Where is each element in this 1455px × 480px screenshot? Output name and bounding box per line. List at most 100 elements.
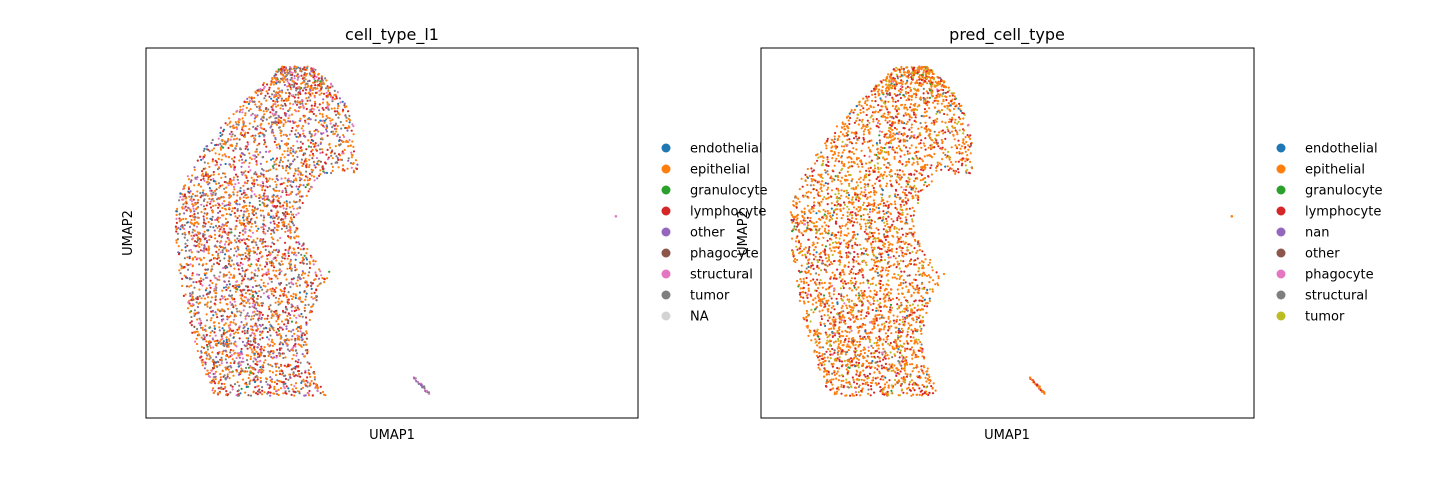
scatter-point (277, 221, 280, 224)
scatter-point (253, 96, 256, 99)
scatter-point (941, 120, 944, 123)
scatter-point (262, 245, 265, 248)
scatter-point (843, 341, 846, 344)
scatter-point (341, 152, 344, 155)
scatter-point (233, 361, 236, 365)
scatter-point (894, 383, 897, 386)
scatter-point (280, 99, 283, 102)
scatter-point (212, 147, 215, 150)
scatter-point (314, 84, 317, 87)
scatter-point (866, 140, 869, 144)
scatter-point (235, 126, 238, 129)
scatter-point (254, 362, 257, 366)
scatter-point (232, 168, 236, 171)
scatter-point (283, 241, 287, 244)
scatter-point (242, 121, 245, 124)
scatter-point (243, 370, 246, 373)
scatter-point (231, 144, 234, 148)
scatter-point (905, 92, 908, 95)
scatter-point (872, 376, 875, 379)
scatter-point (318, 93, 321, 96)
scatter-point (259, 295, 262, 299)
scatter-point (210, 198, 213, 201)
scatter-point (305, 194, 308, 197)
scatter-point (191, 258, 194, 261)
scatter-point (273, 266, 276, 269)
scatter-point (321, 79, 324, 82)
scatter-point (352, 125, 355, 128)
scatter-point (209, 331, 212, 334)
scatter-point (232, 306, 235, 309)
scatter-point (285, 99, 288, 102)
scatter-point (244, 131, 247, 134)
scatter-point (287, 172, 290, 175)
scatter-point (269, 168, 272, 171)
scatter-point (206, 305, 209, 308)
scatter-point (272, 220, 275, 223)
scatter-point (251, 325, 254, 328)
scatter-point (206, 348, 209, 351)
scatter-point (200, 322, 203, 325)
scatter-point (269, 115, 272, 118)
scatter-point (280, 347, 283, 350)
scatter-point (233, 188, 236, 191)
scatter-point (218, 391, 221, 394)
scatter-point (196, 327, 199, 331)
scatter-point (916, 163, 919, 166)
scatter-point (175, 210, 178, 213)
scatter-point (288, 246, 291, 250)
scatter-point (842, 282, 845, 285)
scatter-point (314, 132, 317, 135)
scatter-point (241, 299, 244, 302)
scatter-point (291, 205, 294, 208)
scatter-point (242, 216, 245, 219)
scatter-point (284, 91, 287, 95)
scatter-point (274, 136, 277, 139)
scatter-point (337, 104, 340, 107)
scatter-point (862, 213, 865, 217)
scatter-point (253, 137, 256, 140)
scatter-point (244, 255, 247, 258)
scatter-point (240, 311, 243, 314)
scatter-point (253, 348, 256, 351)
scatter-point (260, 345, 263, 348)
scatter-point (277, 216, 280, 219)
scatter-point (241, 269, 244, 272)
scatter-point (251, 208, 254, 211)
scatter-point (233, 247, 236, 250)
scatter-point (953, 95, 956, 98)
scatter-point (267, 350, 270, 353)
scatter-point (202, 334, 205, 337)
scatter-point (259, 380, 262, 384)
scatter-point (189, 321, 192, 324)
scatter-point (248, 373, 251, 376)
scatter-point (277, 197, 280, 200)
scatter-point (224, 162, 227, 166)
scatter-point (935, 112, 938, 115)
scatter-point (278, 116, 281, 119)
scatter-point (809, 191, 813, 194)
scatter-point (305, 252, 308, 255)
scatter-point (254, 150, 257, 153)
scatter-point (243, 210, 246, 213)
scatter-point (193, 210, 196, 213)
scatter-point (901, 233, 905, 236)
scatter-point (252, 239, 255, 242)
scatter-point (187, 268, 190, 271)
scatter-point (892, 369, 895, 372)
scatter-point (276, 379, 279, 382)
scatter-point (268, 185, 272, 188)
scatter-point (288, 226, 291, 229)
scatter-point (219, 241, 222, 244)
scatter-point (221, 172, 225, 175)
scatter-point (263, 128, 266, 131)
scatter-point (896, 303, 899, 306)
scatter-point (277, 143, 280, 146)
scatter-point (212, 391, 215, 394)
scatter-point (215, 289, 218, 292)
scatter-point (271, 178, 274, 181)
scatter-point (265, 99, 268, 102)
scatter-point (899, 203, 902, 206)
scatter-point (946, 107, 949, 110)
scatter-point (238, 159, 241, 162)
